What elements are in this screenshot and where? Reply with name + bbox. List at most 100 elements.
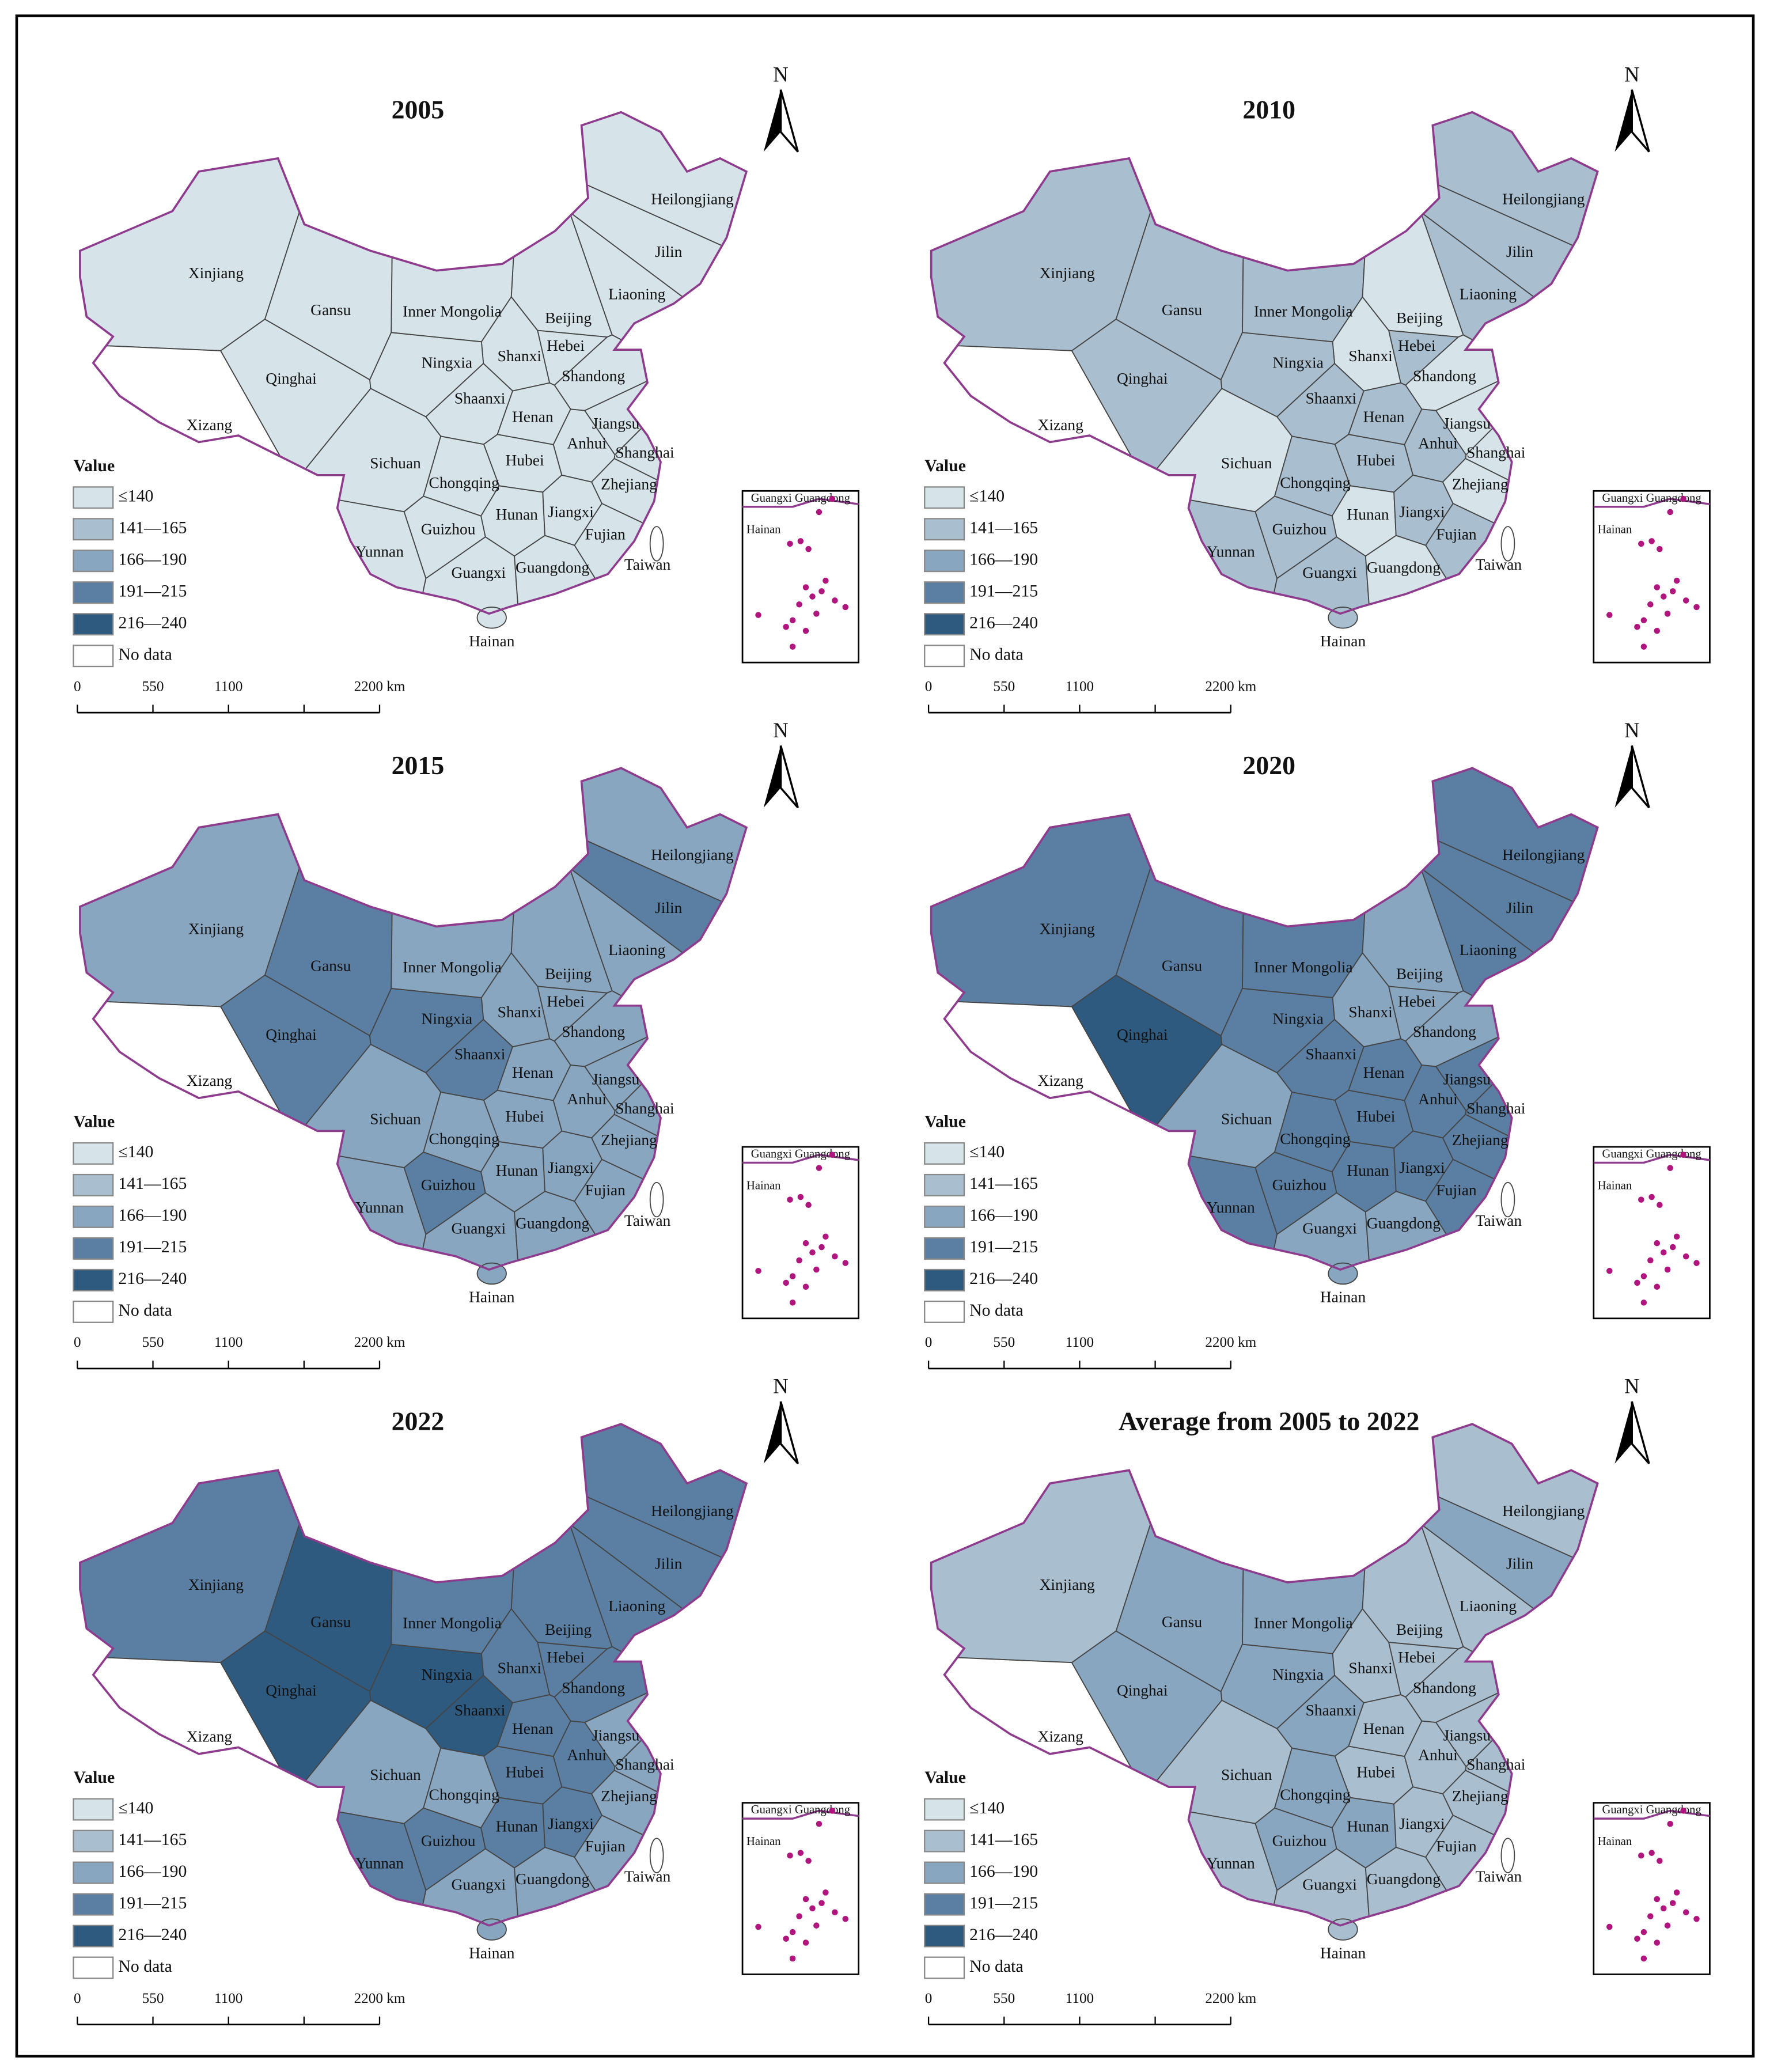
inset-island: [783, 1279, 789, 1286]
legend-swatch: [924, 486, 965, 509]
province-label: Chongqing: [1280, 1786, 1350, 1803]
province-label: Fujian: [585, 1181, 626, 1199]
inset-island: [1640, 1300, 1647, 1306]
inset-label: Hainan: [1598, 1835, 1632, 1848]
inset-island: [1647, 601, 1654, 608]
province-label: Jilin: [1506, 243, 1534, 260]
inset-island: [1606, 1923, 1613, 1930]
province-label: Shaanxi: [1306, 1702, 1357, 1719]
province-label: Gansu: [310, 301, 351, 319]
legend-label: 216—240: [118, 1269, 187, 1288]
province-label: Gansu: [1162, 1613, 1202, 1630]
province-label: Beijing: [1396, 1621, 1443, 1638]
scale-label: 1100: [1066, 679, 1094, 694]
inset-island: [823, 577, 829, 584]
province-label: Hebei: [1398, 337, 1436, 354]
inset-island: [1667, 1165, 1673, 1171]
province-label: Inner Mongolia: [403, 959, 502, 976]
province-label: Taiwan: [624, 556, 671, 573]
inset-frame: [1593, 1802, 1711, 1975]
legend-label: 191—215: [969, 582, 1038, 601]
inset-island: [1673, 577, 1680, 584]
province-label: Jilin: [655, 1555, 683, 1573]
province-label: Jiangsu: [592, 415, 640, 432]
legend-swatch: [924, 1173, 965, 1196]
province: [1500, 526, 1515, 562]
legend-swatch: [73, 1300, 114, 1323]
province-label: Ningxia: [1272, 1010, 1324, 1027]
province-label: Taiwan: [1476, 556, 1522, 573]
inset-island: [802, 1283, 809, 1290]
province-label: Sichuan: [1221, 1766, 1272, 1783]
province-label: Guizhou: [1272, 1176, 1327, 1194]
north-label: N: [1624, 62, 1639, 86]
inset-island: [1657, 1858, 1663, 1864]
country-outline: [930, 1423, 1599, 1927]
north-label: N: [773, 718, 788, 742]
inset-island: [1682, 597, 1689, 604]
inset-island: [1664, 1922, 1671, 1929]
province-label: Henan: [1363, 408, 1405, 426]
legend-swatch: [73, 1142, 114, 1165]
province-label: Hainan: [469, 1944, 515, 1961]
legend-swatch: [73, 1829, 114, 1853]
province-label: Hunan: [496, 1817, 539, 1835]
province-label: Shanxi: [1348, 1003, 1393, 1021]
panel-title: 2005: [392, 94, 445, 124]
inset-island: [829, 1808, 836, 1814]
province-label: Guizhou: [1272, 1832, 1327, 1850]
province-label: Jilin: [1506, 1555, 1534, 1573]
inset-island: [1634, 1935, 1640, 1942]
legend-swatch: [924, 1300, 965, 1323]
legend-label: 141—165: [118, 518, 187, 537]
legend-swatch: [73, 581, 114, 604]
province-label: Beijing: [545, 1621, 592, 1638]
province-label: Liaoning: [1460, 1597, 1517, 1615]
inset-island: [1664, 611, 1671, 617]
inset-label: Hainan: [1598, 1179, 1632, 1192]
province-label: Guangxi: [1302, 1220, 1357, 1237]
inset-island: [1680, 1808, 1686, 1814]
panel-title: 2010: [1242, 94, 1295, 124]
scale-label: 1100: [214, 1335, 242, 1350]
province-label: Guizhou: [421, 1176, 476, 1194]
legend-swatch: [924, 613, 965, 636]
inset-island: [755, 1923, 761, 1930]
province-label: Qinghai: [266, 1681, 317, 1699]
province-label: Xizang: [187, 416, 233, 433]
scale-label: 550: [142, 1991, 164, 2006]
inset-island: [1654, 1896, 1661, 1903]
province-label: Beijing: [545, 309, 592, 327]
legend-title: Value: [73, 1112, 115, 1131]
province-label: Liaoning: [608, 941, 665, 959]
province-label: Liaoning: [608, 1597, 665, 1615]
inset-island: [842, 1915, 849, 1922]
legend-label: 191—215: [969, 1893, 1038, 1912]
province-label: Yunnan: [355, 1199, 404, 1216]
inset-coast: [742, 1809, 859, 1820]
inset-island: [809, 1249, 816, 1256]
province-label: Hunan: [1347, 1162, 1389, 1179]
legend-title: Value: [73, 456, 115, 475]
province-label: Inner Mongolia: [1254, 302, 1353, 320]
inset-island: [1693, 1260, 1700, 1266]
province-label: Xinjiang: [1040, 264, 1095, 282]
province-label: Sichuan: [370, 454, 421, 472]
province-label: Shaanxi: [1306, 1046, 1357, 1063]
legend-label: No data: [969, 1301, 1023, 1320]
inset-island: [818, 1244, 825, 1251]
country-outline: [930, 767, 1599, 1271]
province-label: Xinjiang: [188, 1576, 244, 1593]
province: [649, 1181, 664, 1218]
inset-island: [755, 612, 761, 618]
province-label: Hubei: [505, 1764, 544, 1781]
inset-label: Hainan: [746, 1179, 781, 1192]
province-label: Hebei: [547, 1649, 585, 1666]
legend-label: 141—165: [969, 1174, 1038, 1193]
inset-island: [832, 1253, 838, 1260]
scale-label: 550: [142, 1335, 164, 1350]
inset-island: [832, 1909, 838, 1916]
province-label: Hubei: [1356, 1764, 1396, 1781]
legend-swatch: [73, 1798, 114, 1821]
scale-label: 0: [925, 1991, 933, 2006]
